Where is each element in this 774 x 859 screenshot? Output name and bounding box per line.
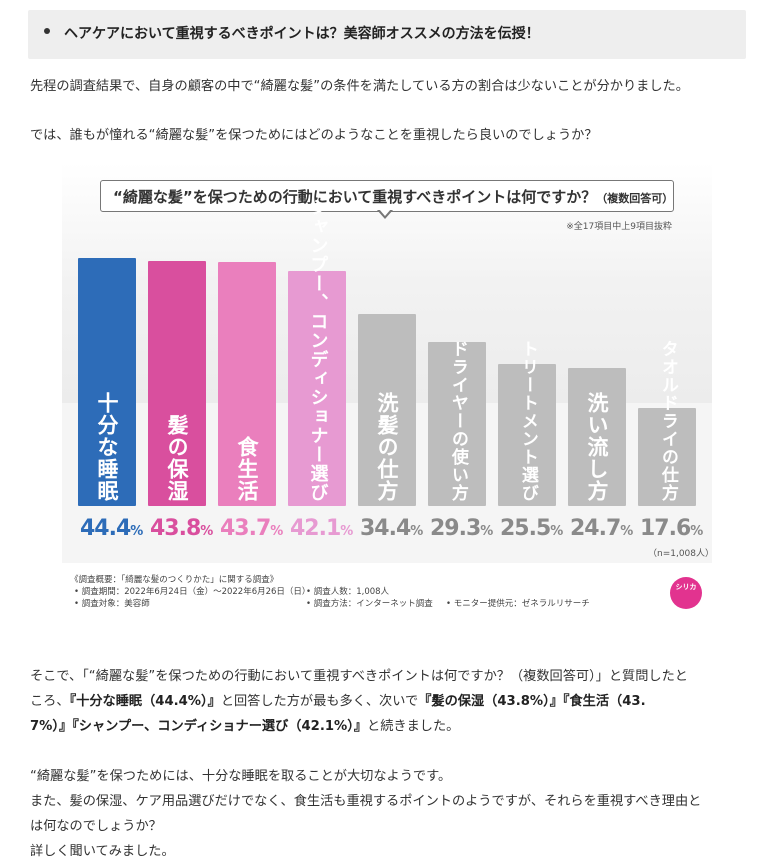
chart-value-unit: % <box>270 524 283 539</box>
chart-value-number: 43.8 <box>150 516 201 541</box>
chart-value-number: 29.3 <box>430 516 481 541</box>
chart-title-box: “綺麗な髪”を保つための行動において重視すべきポイントは何ですか？（複数回答可） <box>100 180 674 219</box>
footnote-method: • 調査方法：インターネット調査 <box>306 599 433 609</box>
chart-bar <box>78 258 136 506</box>
body-paragraph-1-line-2: ころ、『十分な睡眠（44.4%）』と回答した方が最も多く、次いで『髪の保湿（43… <box>30 690 646 709</box>
chart-value-unit: % <box>200 524 213 539</box>
highlight-diet-shampoo: 7%）』『シャンプー、コンディショナー選び（42.1%）』 <box>30 719 368 734</box>
chart-title-main: “綺麗な髪”を保つための行動において重視すべきポイントは何ですか？ <box>113 188 597 206</box>
chart-bar-label: シャンプー、コンディショナー選び <box>307 198 329 502</box>
chart-value-unit: % <box>550 524 563 539</box>
footnote-overview: 《調査概要：「綺麗な髪のつくりかた」に関する調査》 <box>70 575 279 585</box>
chart-bar-label: 髪の保湿 <box>165 414 190 502</box>
body-paragraph-5: 詳しく聞いてみました。 <box>30 844 175 859</box>
chart-value-label: 43.7% <box>220 516 283 541</box>
chart-bar <box>568 368 626 506</box>
body-paragraph-3: また、髪の保湿、ケア用品選びだけでなく、食生活も重視するポイントのようですが、そ… <box>30 794 702 809</box>
body-text: と回答した方が最も多く、次いで <box>220 694 419 709</box>
footnote-period: • 調査期間：2022年6月24日（金）～2022年6月26日（日） <box>74 587 311 597</box>
chart-value-number: 42.1 <box>290 516 341 541</box>
chart-value-number: 25.5 <box>500 516 551 541</box>
intro-paragraph-2: では、誰もが憧れる“綺麗な髪”を保つためにはどのようなことを重視したら良いのでし… <box>30 128 598 143</box>
title-pointer-inner <box>379 209 391 216</box>
body-paragraph-4: は何なのでしょうか？ <box>30 819 162 834</box>
body-paragraph-1-line-3: 7%）』『シャンプー、コンディショナー選び（42.1%）』と続きました。 <box>30 715 459 734</box>
chart-value-unit: % <box>340 524 353 539</box>
sample-size-label: （n=1,008人） <box>648 549 712 559</box>
chart-value-label: 42.1% <box>290 516 353 541</box>
section-heading: ヘアケアにおいて重視するべきポイントは？美容師オススメの方法を伝授！ <box>28 10 746 59</box>
chart-bar <box>498 364 556 506</box>
chart-bar-label: 十分な睡眠 <box>95 392 120 502</box>
chart-value-label: 17.6% <box>640 516 703 541</box>
chart-title-sub: （複数回答可） <box>596 192 674 205</box>
footnote-target: • 調査対象：美容師 <box>74 599 150 609</box>
chart-value-number: 44.4 <box>80 516 131 541</box>
chart-value-label: 34.4% <box>360 516 423 541</box>
chart-value-unit: % <box>480 524 493 539</box>
body-paragraph-1-line-1: そこで、「“綺麗な髪”を保つための行動において重視すべきポイントは何ですか？（複… <box>30 669 688 684</box>
chart-bar <box>428 342 486 506</box>
brand-logo-text: シリカ <box>675 583 697 591</box>
chart-value-label: 43.8% <box>150 516 213 541</box>
chart-bar-label: タオルドライの仕方 <box>657 340 678 502</box>
brand-logo: シリカ <box>670 577 702 609</box>
chart-value-number: 34.4 <box>360 516 411 541</box>
chart-value-label: 25.5% <box>500 516 563 541</box>
body-text: ころ、 <box>30 694 70 709</box>
chart-value-number: 17.6 <box>640 516 691 541</box>
section-heading-text: ヘアケアにおいて重視するべきポイントは？美容師オススメの方法を伝授！ <box>64 26 540 42</box>
chart-value-unit: % <box>690 524 703 539</box>
chart-value-number: 24.7 <box>570 516 621 541</box>
chart-value-unit: % <box>130 524 143 539</box>
chart-title: “綺麗な髪”を保つための行動において重視すべきポイントは何ですか？（複数回答可） <box>113 186 673 207</box>
chart-note: ※全17項目中上9項目抜粋 <box>566 222 672 232</box>
chart-value-label: 24.7% <box>570 516 633 541</box>
chart-value-unit: % <box>620 524 633 539</box>
footnote-count: • 調査人数：1,008人 <box>306 587 390 597</box>
chart-bar <box>288 271 346 506</box>
footnote-provider: • モニター提供元：ゼネラルリサーチ <box>446 599 590 609</box>
body-paragraph-2: “綺麗な髪”を保つためには、十分な睡眠を取ることが大切なようです。 <box>30 769 452 784</box>
bullet-icon <box>44 28 50 34</box>
chart-bar-label: トリートメント選び <box>517 340 538 502</box>
chart-value-label: 44.4% <box>80 516 143 541</box>
chart-bar-label: 洗い流し方 <box>585 392 610 502</box>
chart-bar <box>218 262 276 506</box>
chart-value-label: 29.3% <box>430 516 493 541</box>
survey-chart-figure: “綺麗な髪”を保つための行動において重視すべきポイントは何ですか？（複数回答可）… <box>62 163 712 616</box>
highlight-sleep: 『十分な睡眠（44.4%）』 <box>69 694 221 709</box>
body-text: と続きました。 <box>367 719 460 734</box>
chart-bar <box>638 408 696 506</box>
chart-value-number: 43.7 <box>220 516 271 541</box>
chart-bar <box>358 314 416 506</box>
chart-bar-label: 食生活 <box>235 436 260 502</box>
figure-footnotes: 《調査概要：「綺麗な髪のつくりかた」に関する調査》 • 調査期間：2022年6月… <box>62 563 712 616</box>
chart-bar <box>148 261 206 506</box>
chart-value-unit: % <box>410 524 423 539</box>
chart-bar-label: ドライヤーの使い方 <box>447 340 468 502</box>
chart-bar-label: 洗髪の仕方 <box>375 392 400 502</box>
highlight-moisture-diet: 『髪の保湿（43.8%）』『食生活（43. <box>418 694 646 709</box>
intro-paragraph-1: 先程の調査結果で、自身の顧客の中で“綺麗な髪”の条件を満たしている方の割合は少な… <box>30 79 689 94</box>
